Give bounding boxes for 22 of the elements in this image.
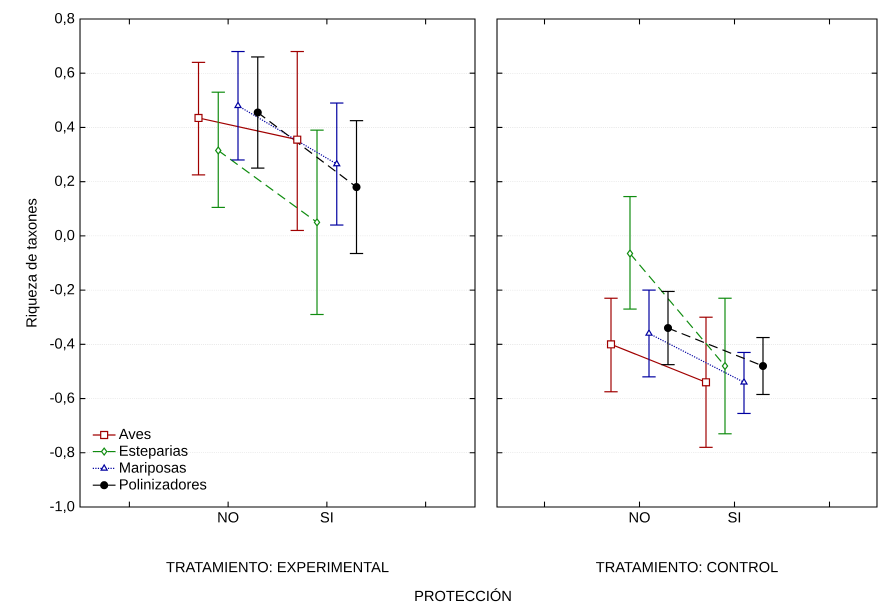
y-axis-title: Riqueza de taxones	[26, 198, 40, 327]
x-axis-title: TRATAMIENTO: EXPERIMENTAL	[166, 562, 389, 572]
y-tick-label: -0,4	[50, 338, 74, 350]
legend-label: Mariposas	[120, 462, 186, 476]
x-axis-title: TRATAMIENTO: CONTROL	[596, 562, 778, 572]
y-tick-label: -0,8	[50, 446, 74, 459]
x-tick-label: NO	[218, 512, 238, 523]
y-tick-label: 0,0	[55, 230, 74, 242]
y-tick-label: 0,2	[55, 176, 74, 188]
y-tick-label: -0,6	[50, 392, 74, 405]
x-tick-label: SI	[728, 512, 740, 523]
y-tick-label: 0,8	[55, 12, 74, 26]
legend-label: Polinizadores	[120, 478, 206, 490]
y-tick-label: -0,2	[50, 284, 74, 296]
text: PROTECCIÓN	[415, 588, 511, 602]
y-tick-label: 0,4	[55, 121, 74, 134]
legend-label: Aves	[118, 428, 151, 440]
y-tick-label: -1,0	[50, 500, 74, 514]
y-tick-label: 0,6	[55, 67, 74, 80]
legend-label: Esteparias	[120, 445, 188, 459]
x-tick-label: SI	[320, 512, 332, 523]
x-tick-label: NO	[630, 512, 650, 523]
